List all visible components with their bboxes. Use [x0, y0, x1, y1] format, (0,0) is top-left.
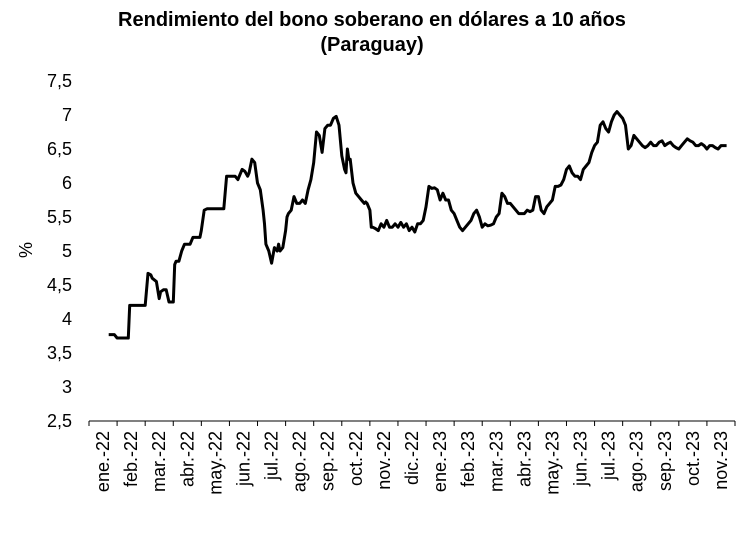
y-tick-label: 3 — [62, 377, 72, 397]
x-tick-label: may.-22 — [205, 431, 225, 495]
x-tick-label: ene.-22 — [93, 431, 113, 492]
x-tick-label: abr.-23 — [514, 431, 534, 487]
x-tick-label: jun.-23 — [571, 431, 591, 487]
x-tick-label: jun.-22 — [233, 431, 253, 487]
y-tick-label: 5 — [62, 241, 72, 261]
x-tick-marks — [88, 421, 736, 426]
y-tick-label: 6,5 — [47, 139, 72, 159]
x-tick-label: mar.-23 — [486, 431, 506, 492]
x-tick-label: mar.-22 — [149, 431, 169, 492]
x-tick-label: oct.-23 — [683, 431, 703, 486]
x-tick-label: dic.-22 — [402, 431, 422, 485]
series-line — [108, 110, 727, 340]
x-tick-label: jul.-22 — [262, 431, 282, 481]
x-tick-label: ago.-23 — [627, 431, 647, 492]
x-tick-label: ago.-22 — [290, 431, 310, 492]
chart-title: Rendimiento del bono soberano en dólares… — [118, 9, 626, 31]
x-tick-label: feb.-23 — [458, 431, 478, 487]
x-tick-label: oct.-22 — [346, 431, 366, 486]
x-tick-label: nov.-23 — [711, 431, 731, 490]
y-tick-label: 4,5 — [47, 275, 72, 295]
x-tick-label: ene.-23 — [430, 431, 450, 492]
y-axis-label: % — [16, 242, 36, 258]
y-tick-label: 4 — [62, 309, 72, 329]
x-tick-labels: ene.-22 feb.-22 mar.-22 abr.-22 may.-22 jun.-… — [93, 431, 731, 495]
y-tick-label: 5,5 — [47, 207, 72, 227]
y-tick-label: 2,5 — [47, 411, 72, 431]
x-tick-label: abr.-22 — [177, 431, 197, 487]
x-tick-label: sep.-23 — [655, 431, 675, 491]
y-tick-labels: 2,5 3 3,5 4 4,5 5 5,5 6 6,5 7 7,5 — [47, 71, 72, 431]
y-tick-label: 6 — [62, 173, 72, 193]
x-tick-label: may.-23 — [542, 431, 562, 495]
y-tick-label: 7,5 — [47, 71, 72, 91]
x-tick-label: nov.-22 — [374, 431, 394, 490]
x-tick-label: feb.-22 — [121, 431, 141, 487]
y-tick-label: 3,5 — [47, 343, 72, 363]
x-tick-label: jul.-23 — [599, 431, 619, 481]
x-tick-label: sep.-22 — [318, 431, 338, 491]
y-tick-label: 7 — [62, 105, 72, 125]
chart-subtitle: (Paraguay) — [320, 34, 423, 56]
